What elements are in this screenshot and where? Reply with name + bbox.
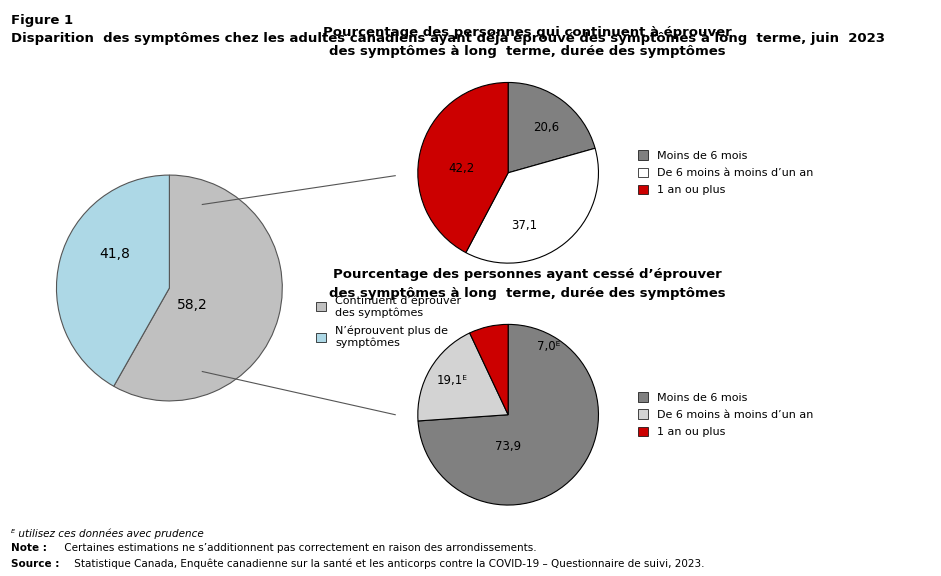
Wedge shape (418, 324, 598, 505)
Text: Certaines estimations ne s’additionnent pas correctement en raison des arrondiss: Certaines estimations ne s’additionnent … (61, 543, 536, 553)
Text: Source :: Source : (11, 559, 59, 569)
Text: 42,2: 42,2 (448, 162, 474, 175)
Text: 19,1ᴱ: 19,1ᴱ (437, 374, 468, 387)
Text: des symptômes à long  terme, durée des symptômes: des symptômes à long terme, durée des sy… (328, 287, 726, 300)
Wedge shape (418, 333, 508, 421)
Wedge shape (508, 82, 595, 173)
Text: 37,1: 37,1 (511, 219, 537, 232)
Text: 7,0ᴱ: 7,0ᴱ (537, 340, 561, 354)
Text: 41,8: 41,8 (100, 247, 131, 261)
Text: Figure 1: Figure 1 (11, 14, 73, 28)
Text: 58,2: 58,2 (177, 298, 207, 312)
Text: 20,6: 20,6 (533, 121, 559, 134)
Wedge shape (114, 175, 282, 401)
Legend: Continuent d’éprouver
des symptômes, N’éprouvent plus de
symptômes: Continuent d’éprouver des symptômes, N’é… (316, 295, 461, 348)
Text: des symptômes à long  terme, durée des symptômes: des symptômes à long terme, durée des sy… (328, 45, 726, 58)
Text: Statistique Canada, Enquête canadienne sur la santé et les anticorps contre la C: Statistique Canada, Enquête canadienne s… (71, 559, 704, 569)
Legend: Moins de 6 mois, De 6 moins à moins d’un an, 1 an ou plus: Moins de 6 mois, De 6 moins à moins d’un… (638, 392, 813, 437)
Text: ᴱ utilisez ces données avec prudence: ᴱ utilisez ces données avec prudence (11, 529, 204, 539)
Text: Note :: Note : (11, 543, 47, 553)
Legend: Moins de 6 mois, De 6 moins à moins d’un an, 1 an ou plus: Moins de 6 mois, De 6 moins à moins d’un… (638, 150, 813, 195)
Text: Pourcentage des personnes qui continuent à éprouver: Pourcentage des personnes qui continuent… (323, 26, 731, 39)
Text: 73,9: 73,9 (495, 440, 521, 453)
Text: Disparition  des symptômes chez les adultes canadiens ayant déjà éprouvé des sym: Disparition des symptômes chez les adult… (11, 32, 885, 45)
Wedge shape (466, 148, 598, 263)
Wedge shape (418, 82, 508, 253)
Wedge shape (56, 175, 169, 386)
Text: Pourcentage des personnes ayant cessé d’éprouver: Pourcentage des personnes ayant cessé d’… (332, 268, 722, 281)
Wedge shape (470, 324, 508, 415)
